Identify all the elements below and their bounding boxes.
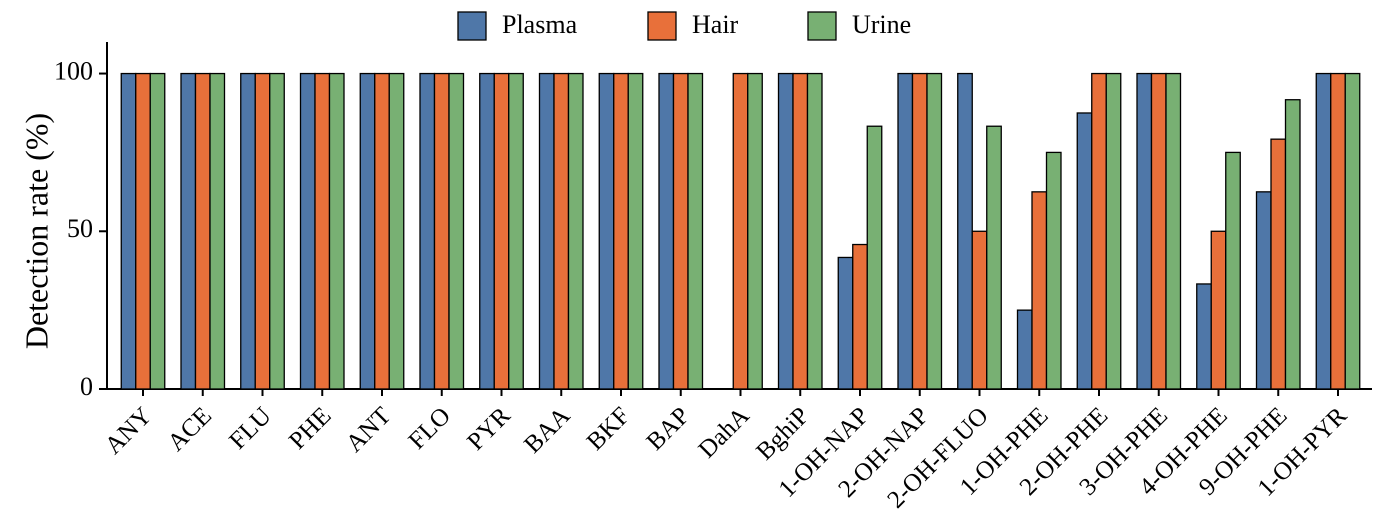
bar: [538, 72, 555, 390]
bar: [747, 72, 763, 390]
bar: [598, 72, 615, 390]
bar: [419, 72, 436, 390]
x-tick-label: ANY: [100, 402, 157, 459]
y-tick-label: 100: [54, 57, 93, 86]
bar: [240, 72, 256, 390]
bar: [149, 72, 166, 390]
x-tick-label: ANT: [341, 402, 396, 457]
bar: [1031, 191, 1048, 390]
bar: [1045, 151, 1062, 390]
bar: [567, 72, 584, 390]
bar: [613, 72, 629, 390]
bar: [508, 72, 524, 390]
bar: [493, 72, 510, 390]
bar: [1016, 309, 1033, 390]
bar: [672, 72, 689, 390]
bar: [806, 72, 823, 390]
bar: [448, 72, 465, 390]
legend-label: Plasma: [502, 10, 578, 39]
bar: [658, 72, 675, 390]
bar: [1076, 112, 1093, 390]
bar: [194, 72, 211, 390]
bar: [911, 72, 928, 390]
bar: [837, 256, 854, 390]
x-tick-label: FLU: [224, 402, 276, 454]
bar: [553, 72, 570, 390]
bar: [328, 72, 345, 390]
bar: [1196, 283, 1212, 390]
bar: [1270, 138, 1287, 390]
bar: [1315, 72, 1332, 390]
bar: [1091, 72, 1107, 390]
bar: [971, 230, 988, 390]
bar: [1255, 191, 1272, 390]
bar: [1284, 99, 1301, 390]
bar: [1330, 72, 1346, 390]
x-tick-label: DahA: [693, 402, 754, 463]
bar: [180, 72, 197, 390]
bar: [269, 72, 285, 390]
bar: [209, 72, 226, 390]
bar: [479, 72, 495, 390]
bar: [1105, 72, 1122, 390]
bar: [359, 72, 376, 390]
y-tick-label: 0: [80, 372, 93, 401]
y-tick-label: 50: [67, 214, 93, 243]
x-tick-label: PYR: [462, 402, 516, 456]
bar: [1150, 72, 1167, 390]
bar: [792, 72, 809, 390]
bar: [866, 125, 883, 390]
bar: [1344, 72, 1361, 390]
bar: [897, 72, 914, 390]
bar: [957, 72, 973, 390]
y-axis-label: Detection rate (%): [18, 113, 54, 349]
bar: [627, 72, 644, 390]
x-tick-label: FLO: [404, 402, 456, 454]
x-tick-label: BAA: [519, 402, 575, 458]
legend-swatch: [807, 11, 837, 41]
bar: [433, 72, 450, 390]
bar: [732, 72, 749, 390]
bar: [1165, 72, 1182, 390]
bar: [1136, 72, 1153, 390]
bar: [1210, 230, 1227, 390]
x-tick-label: BKF: [582, 402, 635, 455]
bar: [299, 72, 316, 390]
bar: [314, 72, 331, 390]
bar: [254, 72, 271, 390]
legend-label: Hair: [692, 10, 739, 39]
x-tick-label: BAP: [642, 402, 695, 455]
legend-swatch: [457, 11, 487, 41]
bar: [374, 72, 390, 390]
bar: [777, 72, 794, 390]
legend-label: Urine: [852, 10, 911, 39]
bar: [986, 125, 1002, 390]
x-tick-label: PHE: [284, 402, 336, 454]
legend-swatch: [647, 11, 677, 41]
bar: [926, 72, 943, 390]
x-tick-label: ACE: [163, 402, 217, 456]
bar: [1225, 151, 1241, 390]
bar: [120, 72, 137, 390]
bar: [852, 243, 868, 390]
bar: [687, 72, 704, 390]
bar: [135, 72, 151, 390]
bar: [388, 72, 405, 390]
